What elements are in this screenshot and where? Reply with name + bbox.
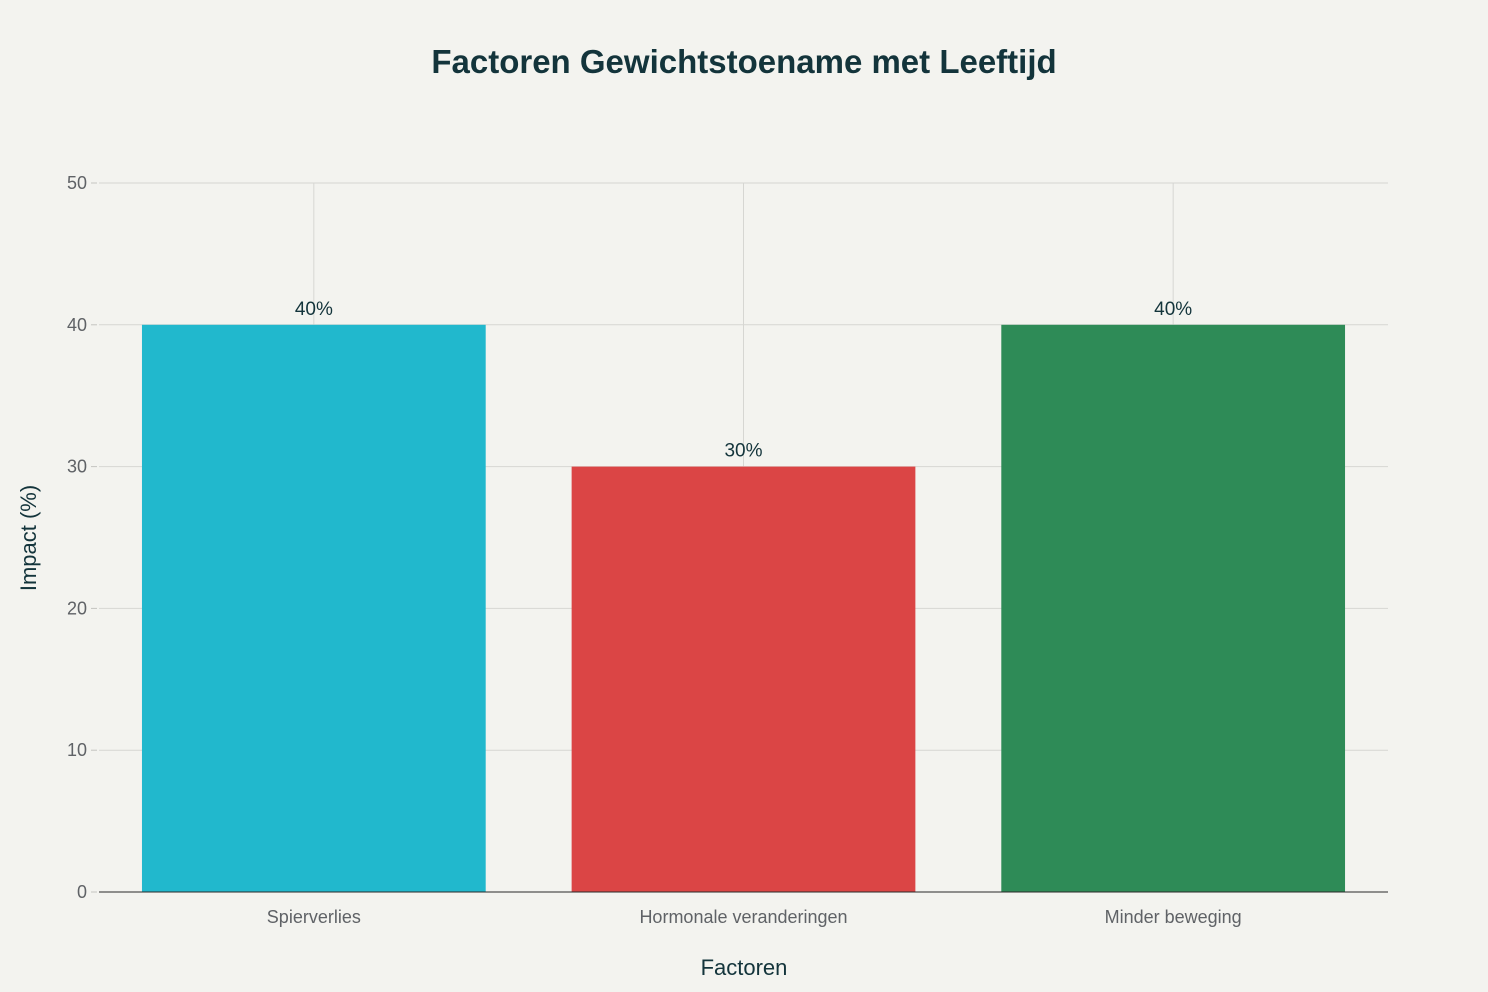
y-tick-label: 40 <box>67 315 87 335</box>
bar-data-label: 30% <box>724 441 762 462</box>
x-tick-label: Spierverlies <box>267 907 361 927</box>
x-axis-title: Factoren <box>701 955 788 980</box>
label-layer: 0 10 20 30 40 50 40% Spierverlies 30% Hormonale v… <box>67 173 1242 927</box>
bar-hormonale-veranderingen[interactable] <box>571 466 916 892</box>
axis-layer <box>91 182 1388 893</box>
bar-minder-beweging[interactable] <box>1001 324 1346 892</box>
y-tick-label: 0 <box>77 882 87 902</box>
bar-data-label: 40% <box>295 299 333 320</box>
bar-layer <box>141 324 1346 892</box>
y-axis-title: Impact (%) <box>16 485 41 591</box>
y-tick-label: 10 <box>67 740 87 760</box>
y-tick-label: 30 <box>67 457 87 477</box>
x-tick-label: Hormonale veranderingen <box>639 907 847 927</box>
bar-spierverlies[interactable] <box>141 324 486 892</box>
y-tick-label: 20 <box>67 598 87 618</box>
chart-title: Factoren Gewichtstoename met Leeftijd <box>431 43 1056 80</box>
x-tick-label: Minder beweging <box>1105 907 1242 927</box>
bar-data-label: 40% <box>1154 299 1192 320</box>
y-tick-label: 50 <box>67 173 87 193</box>
